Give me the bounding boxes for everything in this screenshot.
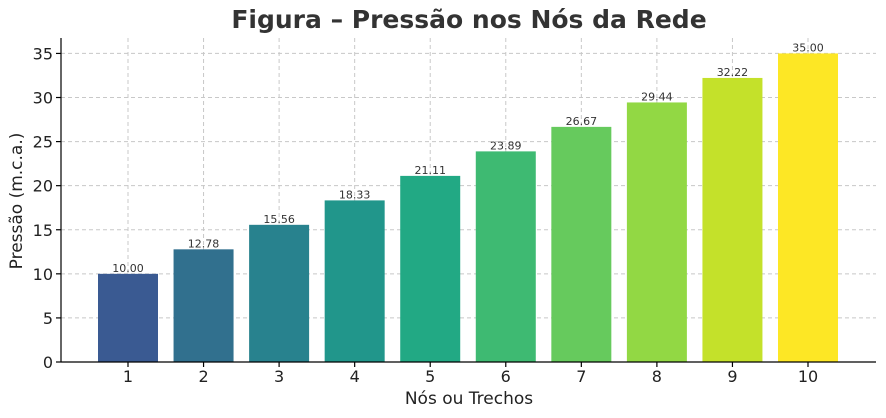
- bar-10: [778, 53, 838, 363]
- x-tick-label: 7: [576, 367, 586, 386]
- bar-1: [98, 273, 158, 362]
- data-label-8: 29.44: [641, 90, 673, 103]
- chart-title: Figura – Pressão nos Nós da Rede: [231, 5, 706, 34]
- bar-9: [702, 77, 763, 362]
- y-tick-label: 30: [33, 89, 53, 108]
- x-tick-label: 5: [425, 367, 435, 386]
- bars: [98, 53, 838, 363]
- x-tick-label: 8: [652, 367, 662, 386]
- y-tick-label: 10: [33, 265, 53, 284]
- axes: [56, 38, 876, 367]
- bar-3: [249, 224, 310, 362]
- y-tick-label: 20: [33, 177, 53, 196]
- data-labels: 10.00 12.78 15.56 18.33 21.11 23.89 26.67 29.44…: [112, 41, 824, 274]
- data-label-4: 18.33: [339, 188, 371, 201]
- y-tick-label: 0: [43, 353, 53, 372]
- data-label-7: 26.67: [566, 115, 598, 128]
- x-tick-label: 2: [198, 367, 208, 386]
- data-label-2: 12.78: [188, 237, 220, 250]
- data-label-3: 15.56: [263, 213, 295, 226]
- bar-6: [475, 151, 536, 362]
- bar-5: [400, 175, 461, 362]
- y-axis-label: Pressão (m.c.a.): [7, 133, 27, 270]
- x-tick-labels: 1 2 3 4 5 6 7 8 9 10: [123, 367, 818, 386]
- y-tick-label: 15: [33, 221, 53, 240]
- data-label-10: 35.00: [792, 41, 824, 54]
- x-tick-label: 6: [501, 367, 511, 386]
- y-tick-label: 25: [33, 133, 53, 152]
- data-label-9: 32.22: [717, 66, 749, 79]
- x-tick-label: 4: [350, 367, 360, 386]
- bar-7: [551, 126, 612, 363]
- y-tick-label: 5: [43, 309, 53, 328]
- bar-8: [626, 102, 687, 362]
- bar-2: [173, 249, 234, 362]
- x-axis-label: Nós ou Trechos: [405, 389, 533, 409]
- y-tick-labels: 0 5 10 15 20 25 30 35: [33, 44, 53, 372]
- y-tick-label: 35: [33, 44, 53, 63]
- x-tick-label: 3: [274, 367, 284, 386]
- data-label-5: 21.11: [414, 164, 446, 177]
- x-tick-label: 9: [727, 367, 737, 386]
- x-tick-label: 1: [123, 367, 133, 386]
- x-tick-label: 10: [798, 367, 818, 386]
- data-label-6: 23.89: [490, 139, 522, 152]
- bar-4: [324, 200, 385, 362]
- data-label-1: 10.00: [112, 262, 144, 275]
